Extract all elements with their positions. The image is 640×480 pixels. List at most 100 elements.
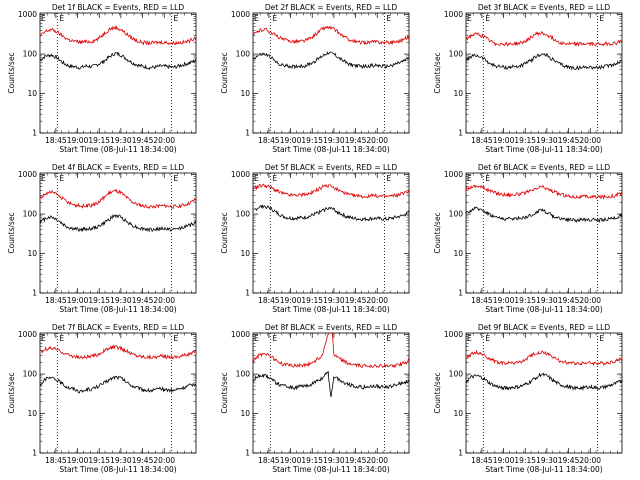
y-tick-label: 1000 [231, 10, 250, 19]
y-tick-label: 1 [458, 289, 463, 298]
y-axis-label: Counts/sec [220, 372, 229, 413]
event-marker-label: E [272, 334, 277, 343]
y-axis-label: Counts/sec [220, 212, 229, 253]
y-axis-label: Counts/sec [220, 52, 229, 93]
x-tick-label: 19:15 [514, 136, 536, 145]
y-axis-label: Counts/sec [433, 372, 442, 413]
plot-frame [465, 172, 623, 294]
event-marker-label: E [386, 14, 391, 23]
event-marker-label: E [59, 334, 64, 343]
event-marker-label: E [386, 334, 391, 343]
x-tick-label: 20:00 [153, 136, 175, 145]
y-tick-label: 100 [23, 50, 38, 59]
y-tick-label: 1000 [444, 330, 463, 339]
x-axis-label: Start Time (08-Jul-11 18:34:00) [485, 305, 602, 314]
panel-det5f: Det 5f BLACK = Events, RED = LLD 1 10 100 10… [220, 163, 410, 314]
panel-det3f: Det 3f BLACK = Events, RED = LLD 1 10 100 10… [433, 3, 623, 154]
y-tick-label: 10 [240, 89, 250, 98]
y-tick-label: 10 [27, 89, 37, 98]
y-tick-label: 1 [458, 129, 463, 138]
x-tick-label: 19:45 [558, 136, 580, 145]
y-tick-label: 10 [27, 249, 37, 258]
y-tick-label: 1 [458, 449, 463, 458]
y-tick-label: 1000 [444, 170, 463, 179]
plot-frame [39, 172, 197, 294]
x-tick-label: 19:00 [280, 136, 302, 145]
x-axis-label: Start Time (08-Jul-11 18:34:00) [485, 145, 602, 154]
plot-corner-marker-label: E [41, 174, 46, 183]
y-tick-label: 100 [23, 210, 38, 219]
plot-frame [252, 12, 410, 134]
event-marker-label: E [386, 174, 391, 183]
x-tick-label: 19:00 [493, 456, 515, 465]
y-tick-label: 1 [32, 449, 37, 458]
series-events-line [39, 51, 197, 71]
series-lld-line [252, 332, 410, 369]
y-axis-label: Counts/sec [7, 212, 16, 253]
plot-corner-marker-label: E [254, 14, 259, 23]
x-tick-label: 20:00 [366, 296, 388, 305]
event-marker-label: E [599, 174, 604, 183]
x-tick-label: 20:00 [366, 136, 388, 145]
panel-det2f: Det 2f BLACK = Events, RED = LLD 1 10 100 10… [220, 3, 410, 154]
event-marker-label: E [599, 334, 604, 343]
y-tick-label: 10 [453, 409, 463, 418]
y-tick-label: 1 [245, 289, 250, 298]
x-tick-label: 19:30 [110, 136, 132, 145]
y-axis-label: Counts/sec [7, 372, 16, 413]
x-tick-label: 19:00 [67, 296, 89, 305]
plot-frame [465, 332, 623, 454]
plot-corner-marker-label: E [467, 334, 472, 343]
x-tick-label: 19:30 [536, 296, 558, 305]
event-marker-label: E [173, 334, 178, 343]
plot-frame [465, 12, 623, 134]
y-tick-label: 1000 [18, 330, 37, 339]
event-marker-label: E [173, 174, 178, 183]
x-tick-label: 19:15 [514, 296, 536, 305]
x-tick-label: 19:45 [345, 136, 367, 145]
x-tick-label: 19:30 [536, 456, 558, 465]
event-marker-label: E [59, 14, 64, 23]
x-tick-label: 18:45 [258, 136, 280, 145]
panel-det6f: Det 6f BLACK = Events, RED = LLD 1 10 100 10… [433, 163, 623, 314]
plot-corner-marker-label: E [41, 14, 46, 23]
plot-frame [39, 12, 197, 134]
x-tick-label: 19:15 [514, 456, 536, 465]
plot-title: Det 2f BLACK = Events, RED = LLD [265, 3, 398, 12]
x-tick-label: 19:30 [323, 456, 345, 465]
plot-frame [252, 332, 410, 454]
x-tick-label: 19:45 [132, 296, 154, 305]
y-tick-label: 1 [245, 129, 250, 138]
x-axis-label: Start Time (08-Jul-11 18:34:00) [59, 465, 176, 474]
series-lld-line [252, 25, 410, 46]
event-marker-label: E [599, 14, 604, 23]
series-lld-line [465, 349, 623, 367]
plot-title: Det 3f BLACK = Events, RED = LLD [478, 3, 611, 12]
plot-title: Det 1f BLACK = Events, RED = LLD [52, 3, 185, 12]
y-tick-label: 1 [32, 129, 37, 138]
y-tick-label: 100 [449, 50, 464, 59]
event-marker-label: E [59, 174, 64, 183]
y-tick-label: 100 [449, 370, 464, 379]
y-tick-label: 1 [245, 449, 250, 458]
plot-title: Det 7f BLACK = Events, RED = LLD [52, 323, 185, 332]
series-events-line [252, 371, 410, 398]
x-tick-label: 18:45 [258, 456, 280, 465]
x-axis-label: Start Time (08-Jul-11 18:34:00) [59, 145, 176, 154]
series-lld-line [465, 184, 623, 200]
x-tick-label: 18:45 [471, 456, 493, 465]
plot-title: Det 6f BLACK = Events, RED = LLD [478, 163, 611, 172]
panel-det1f: Det 1f BLACK = Events, RED = LLD 1 10 100 10… [7, 3, 197, 154]
plot-frame [252, 172, 410, 294]
panel-det9f: Det 9f BLACK = Events, RED = LLD 1 10 100 10… [433, 323, 623, 474]
plot-title: Det 4f BLACK = Events, RED = LLD [52, 163, 185, 172]
y-axis-label: Counts/sec [433, 212, 442, 253]
y-tick-label: 10 [453, 249, 463, 258]
event-marker-label: E [272, 174, 277, 183]
x-tick-label: 19:30 [536, 136, 558, 145]
x-axis-label: Start Time (08-Jul-11 18:34:00) [59, 305, 176, 314]
x-tick-label: 19:30 [110, 296, 132, 305]
x-tick-label: 20:00 [366, 456, 388, 465]
x-tick-label: 19:15 [88, 136, 110, 145]
